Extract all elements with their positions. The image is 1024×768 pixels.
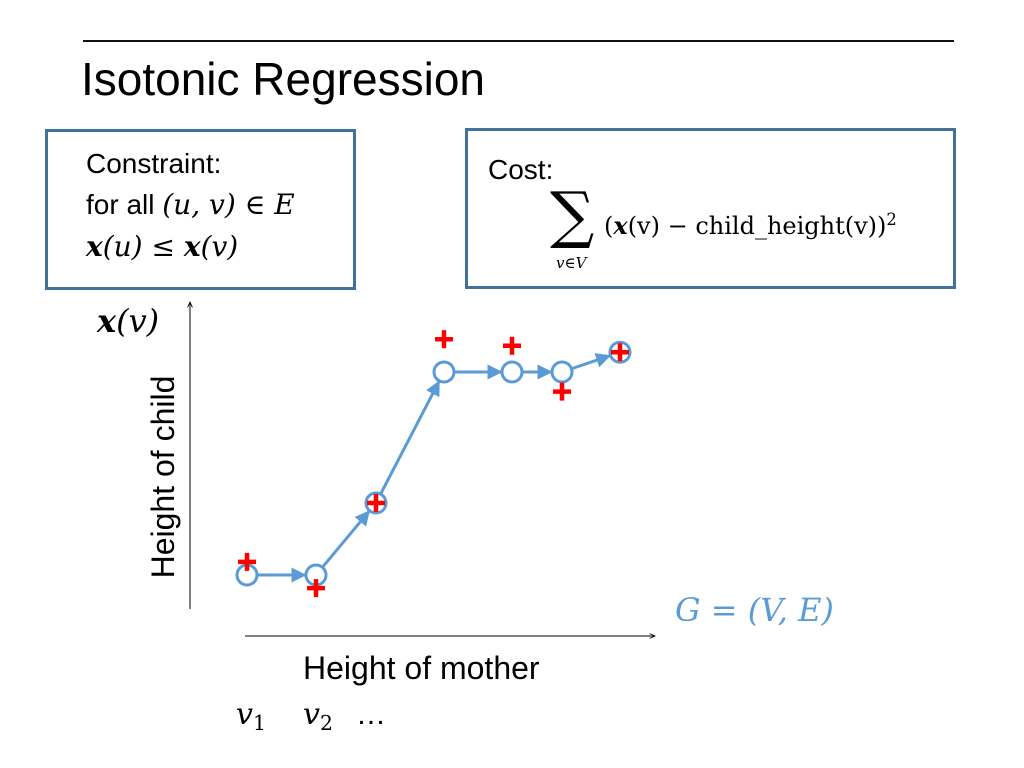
observed-point-p4	[435, 330, 453, 349]
graph-label: G = (V, E)	[675, 591, 834, 629]
x-tick-v2-index: 2	[319, 711, 333, 736]
fitted-node-n5	[500, 360, 524, 384]
constraint-box	[45, 129, 356, 290]
x-tick-v2-var: v	[303, 697, 320, 732]
fitted-node-n6	[550, 360, 574, 384]
cost-expression: (x(v) − child_height(v))2	[604, 210, 897, 240]
observed-point-p5	[503, 336, 521, 355]
y-axis-paren: (v)	[116, 302, 160, 340]
x-tick-v1-var: v	[236, 697, 253, 732]
observed-point-p2	[307, 579, 325, 598]
observed-point-p7	[611, 343, 629, 362]
observed-point-p3	[367, 493, 385, 512]
constraint-x-u: x	[86, 230, 103, 263]
edge-n2-n3	[321, 510, 371, 569]
x-axis-label: Height of mother	[303, 650, 540, 686]
observed-point-p6	[553, 382, 571, 401]
constraint-inequality: x(u) ≤ x(v)	[86, 233, 238, 261]
constraint-label: Constraint:	[86, 148, 222, 179]
summation-sign: ∑	[550, 178, 595, 251]
cost-box	[465, 128, 956, 289]
y-axis-symbol: x(v)	[97, 305, 159, 337]
constraint-x-v: x	[183, 230, 201, 263]
x-tick-v2: v2	[303, 700, 333, 734]
x-tick-ellipsis: …	[356, 698, 386, 731]
title-rule	[83, 40, 954, 42]
slide-title: Isotonic Regression	[81, 53, 485, 105]
cost-x: x	[613, 210, 628, 240]
edge-n3-n4	[379, 380, 441, 495]
constraint-lhs: (u) ≤	[102, 230, 184, 263]
summation-subscript: v∈V	[556, 254, 587, 272]
x-tick-v1-index: 1	[252, 711, 266, 736]
constraint-forall: for all (u, v) ∈ E	[86, 191, 295, 219]
edge-n6-n7	[570, 353, 612, 371]
y-axis-x: x	[97, 302, 117, 340]
cost-label: Cost:	[488, 154, 554, 185]
fitted-node-n4	[432, 360, 456, 384]
constraint-forall-text: for all	[86, 189, 163, 220]
cost-open-paren: (	[604, 211, 614, 240]
constraint-rhs: (v)	[200, 230, 239, 263]
x-tick-v1: v1	[236, 700, 266, 734]
cost-exponent: 2	[886, 210, 897, 229]
cost-body: (v) − child_height(v))	[627, 211, 887, 240]
observed-point-p1	[238, 552, 256, 571]
constraint-edge-set: (u, v) ∈ E	[162, 188, 295, 221]
